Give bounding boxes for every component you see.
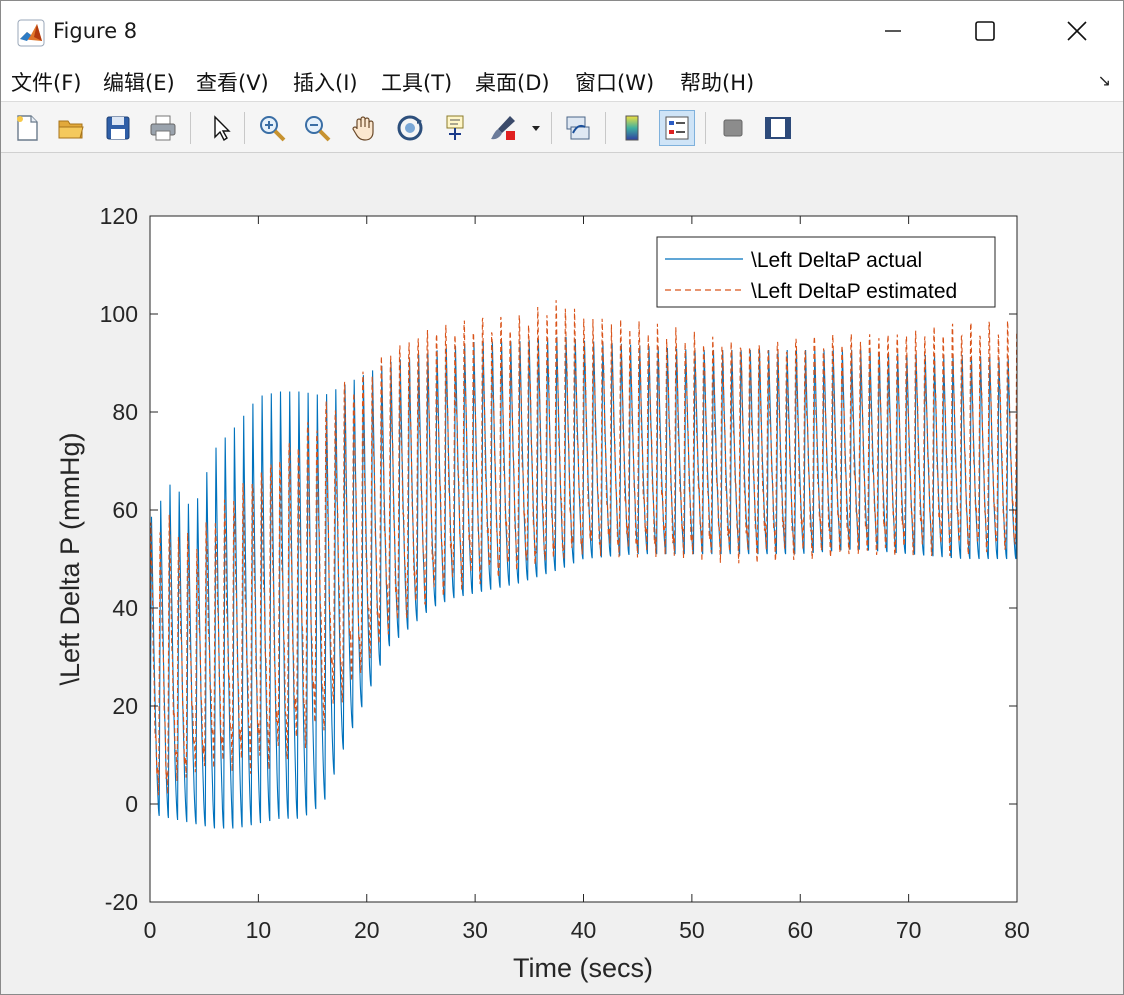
- menu-desktop[interactable]: 桌面(D): [475, 71, 550, 95]
- x-tick-label: 70: [896, 917, 922, 943]
- new-figure-button[interactable]: [9, 110, 45, 146]
- brush-icon: [491, 116, 515, 140]
- zoom-in-icon: [260, 116, 286, 142]
- menu-tools[interactable]: 工具(T): [381, 71, 453, 95]
- show-plot-tools-button[interactable]: [760, 110, 796, 146]
- figure-canvas: 0 10 20 30 40 50 60 70 80 -20 0 20 40 60 80 100 120 Time…: [1, 153, 1123, 994]
- menu-insert[interactable]: 插入(I): [293, 71, 358, 95]
- pan-button[interactable]: [346, 110, 382, 146]
- y-axis-label: \Left Delta P (mmHg): [55, 432, 85, 685]
- print-button[interactable]: [145, 110, 181, 146]
- open-file-button[interactable]: [53, 110, 89, 146]
- print-icon: [150, 115, 176, 141]
- x-tick-label: 60: [787, 917, 813, 943]
- maximize-icon: [975, 21, 995, 41]
- brush-button[interactable]: [485, 110, 521, 146]
- save-button[interactable]: [100, 110, 136, 146]
- toolbar-separator: [190, 112, 191, 144]
- rotate-3d-icon: [397, 115, 423, 141]
- edit-plot-button[interactable]: [202, 110, 238, 146]
- legend-box: [656, 236, 996, 308]
- data-cursor-icon: [446, 115, 464, 140]
- y-tick-label: -20: [105, 889, 138, 915]
- zoom-out-icon: [305, 116, 331, 142]
- hide-plot-tools-button[interactable]: [715, 110, 751, 146]
- menu-window[interactable]: 窗口(W): [575, 71, 655, 95]
- matlab-logo-icon: [17, 19, 45, 47]
- save-icon: [106, 116, 130, 140]
- maximize-button[interactable]: [939, 1, 1031, 61]
- y-tick-label: 0: [125, 791, 138, 817]
- x-tick-label: 40: [571, 917, 597, 943]
- menu-view[interactable]: 查看(V): [196, 71, 269, 95]
- toolbar-separator: [244, 112, 245, 144]
- colorbar-icon: [625, 115, 639, 141]
- link-plot-icon: [566, 116, 590, 140]
- close-icon: [1067, 21, 1087, 41]
- data-cursor-button[interactable]: [438, 110, 474, 146]
- title-bar: Figure 8: [1, 1, 1123, 61]
- zoom-in-button[interactable]: [254, 110, 290, 146]
- y-tick-label: 60: [112, 497, 138, 523]
- series-line-actual: [150, 336, 1017, 829]
- edit-plot-arrow-icon: [214, 115, 231, 142]
- hide-plot-tools-icon: [723, 119, 743, 137]
- open-file-icon: [58, 120, 84, 139]
- pan-hand-icon: [352, 116, 374, 141]
- toolbar-separator: [605, 112, 606, 144]
- minimize-button[interactable]: [847, 1, 939, 61]
- x-tick-label: 50: [679, 917, 705, 943]
- y-tick-label: 100: [100, 301, 138, 327]
- x-tick-label: 80: [1004, 917, 1030, 943]
- series-line-estimated: [150, 300, 1017, 796]
- legend[interactable]: \Left DeltaP actual \Left DeltaP estimat…: [656, 236, 996, 308]
- link-plot-button[interactable]: [560, 110, 596, 146]
- show-plot-tools-icon: [765, 117, 791, 139]
- menu-file[interactable]: 文件(F): [11, 71, 82, 95]
- menu-edit[interactable]: 编辑(E): [103, 71, 175, 95]
- y-tick-label: 40: [112, 595, 138, 621]
- x-tick-label: 20: [354, 917, 380, 943]
- window-title: Figure 8: [53, 19, 138, 43]
- x-tick-label: 30: [462, 917, 488, 943]
- menu-help[interactable]: 帮助(H): [680, 71, 755, 95]
- menu-bar: 文件(F) 编辑(E) 查看(V) 插入(I) 工具(T) 桌面(D) 窗口(W…: [1, 61, 1123, 102]
- x-axis-label: Time (secs): [513, 953, 653, 983]
- toolbar-separator: [705, 112, 706, 144]
- brush-dropdown-button[interactable]: [527, 110, 545, 146]
- legend-label-estimated: \Left DeltaP estimated: [751, 280, 957, 303]
- zoom-out-button[interactable]: [299, 110, 335, 146]
- close-button[interactable]: [1031, 1, 1123, 61]
- legend-button[interactable]: [659, 110, 695, 146]
- y-tick-label: 120: [100, 203, 138, 229]
- y-tick-label: 20: [112, 693, 138, 719]
- x-tick-label: 0: [144, 917, 157, 943]
- new-figure-icon: [17, 115, 38, 141]
- legend-icon: [665, 116, 689, 140]
- figure-toolbar: [1, 102, 1123, 153]
- colorbar-button[interactable]: [614, 110, 650, 146]
- x-tick-label: 10: [246, 917, 272, 943]
- dock-figure-icon[interactable]: ↘: [1097, 71, 1111, 90]
- dropdown-arrow-icon: [532, 126, 540, 131]
- toolbar-separator: [551, 112, 552, 144]
- minimize-icon: [885, 30, 901, 32]
- y-tick-label: 80: [112, 399, 138, 425]
- rotate-3d-button[interactable]: [392, 110, 428, 146]
- legend-label-actual: \Left DeltaP actual: [751, 249, 922, 272]
